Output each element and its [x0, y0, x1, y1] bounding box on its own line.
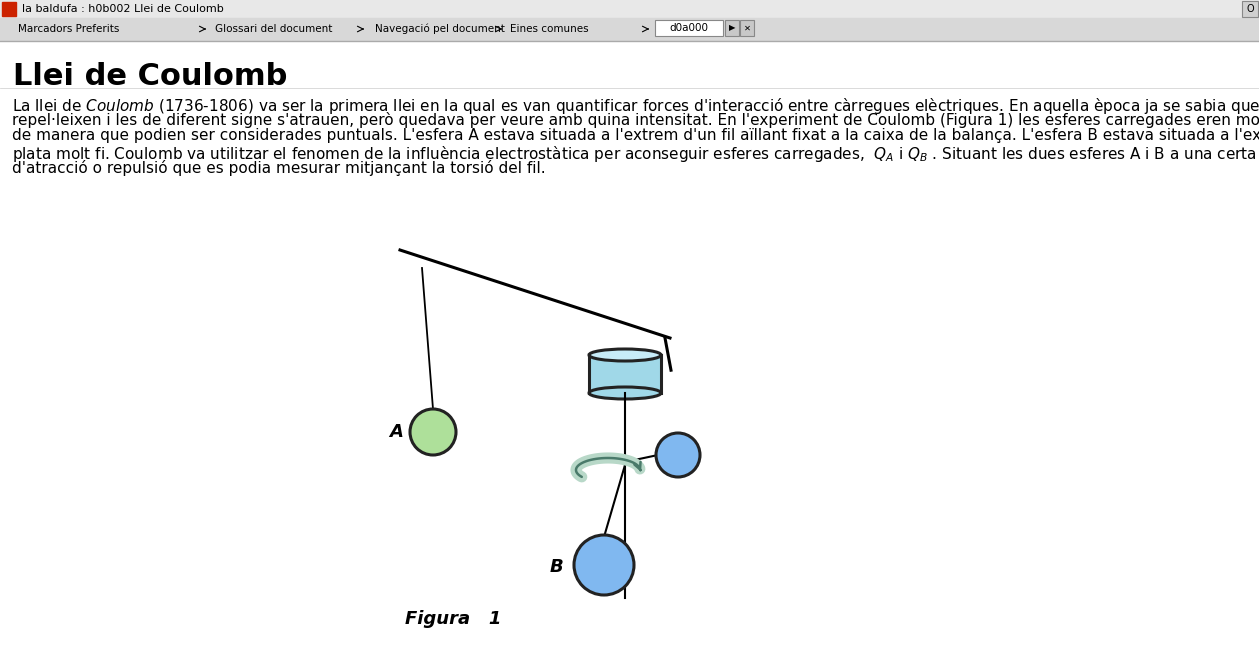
- Ellipse shape: [589, 387, 661, 399]
- Circle shape: [574, 535, 635, 595]
- Text: d0a000: d0a000: [670, 23, 709, 33]
- Text: B: B: [550, 558, 564, 576]
- Circle shape: [410, 409, 456, 455]
- Text: Marcadors Preferits: Marcadors Preferits: [18, 24, 120, 34]
- Bar: [0, 18, 1259, 40]
- Text: La llei de $\it{Coulomb}$ (1736-1806) va ser la primera llei en la qual es van q: La llei de $\it{Coulomb}$ (1736-1806) va…: [13, 96, 1259, 116]
- Text: Figura   1: Figura 1: [405, 610, 501, 628]
- Bar: [655, 20, 723, 36]
- Text: ✕: ✕: [744, 24, 750, 32]
- Text: Eines comunes: Eines comunes: [510, 24, 589, 34]
- Bar: [0, 0, 1259, 18]
- Text: repel·leixen i les de diferent signe s'atrauen, però quedava per veure amb quina: repel·leixen i les de diferent signe s'a…: [13, 112, 1259, 128]
- Bar: [740, 20, 754, 36]
- Text: plata molt fi. Coulomb va utilitzar el fenomen de la influència electrostàtica p: plata molt fi. Coulomb va utilitzar el f…: [13, 144, 1259, 164]
- Text: ▶: ▶: [729, 24, 735, 32]
- Text: A: A: [389, 423, 403, 441]
- Ellipse shape: [589, 349, 661, 361]
- Text: de manera que podien ser considerades puntuals. L'esfera A estava situada a l'ex: de manera que podien ser considerades pu…: [13, 128, 1259, 143]
- Circle shape: [656, 433, 700, 477]
- Text: O: O: [1246, 4, 1254, 14]
- Text: la baldufa : h0b002 Llei de Coulomb: la baldufa : h0b002 Llei de Coulomb: [21, 4, 224, 14]
- Text: Glossari del document: Glossari del document: [215, 24, 332, 34]
- Text: Navegació pel document: Navegació pel document: [375, 24, 505, 34]
- Bar: [3, 2, 16, 16]
- Bar: [1241, 1, 1258, 17]
- Bar: [589, 355, 661, 393]
- Bar: [725, 20, 739, 36]
- Text: Llei de Coulomb: Llei de Coulomb: [13, 62, 287, 91]
- Text: d'atracció o repulsió que es podia mesurar mitjançant la torsió del fil.: d'atracció o repulsió que es podia mesur…: [13, 160, 545, 176]
